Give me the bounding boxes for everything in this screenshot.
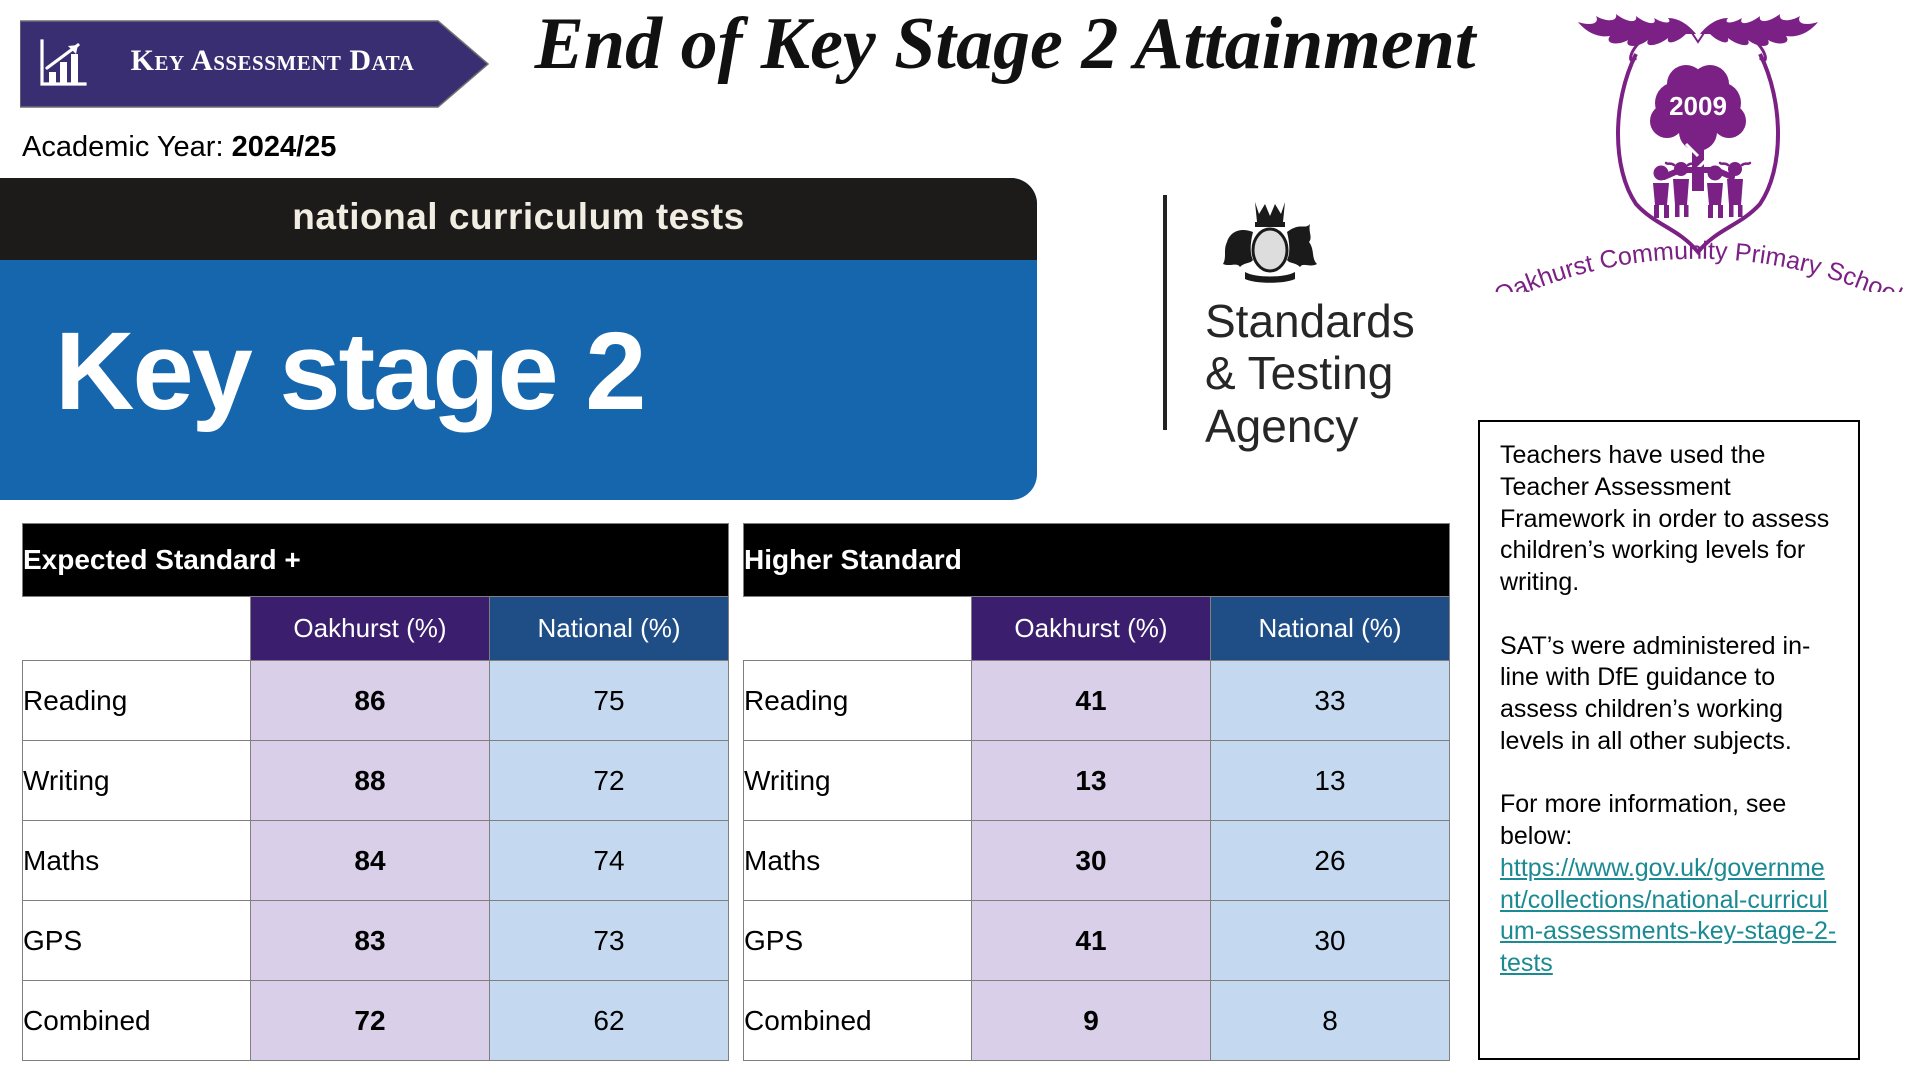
svg-text:Oakhurst Community Primary Sch: Oakhurst Community Primary School [1490,237,1906,292]
svg-text:2009: 2009 [1669,91,1727,121]
